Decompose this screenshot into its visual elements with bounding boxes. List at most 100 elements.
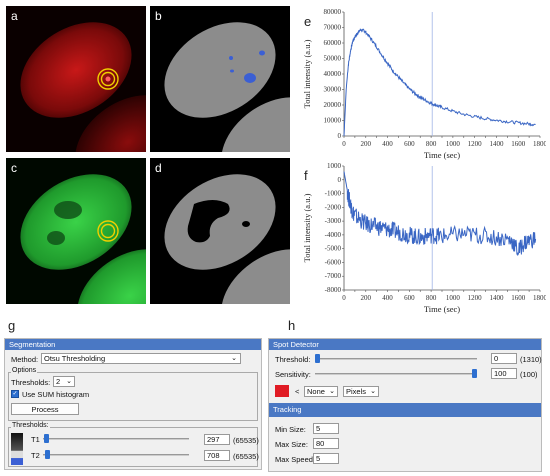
- max-size-label: Max Size:: [275, 440, 308, 449]
- x-tick-label: 400: [382, 140, 393, 148]
- method-dropdown[interactable]: Otsu Thresholding ⌄: [41, 353, 241, 364]
- thresholds-count-select[interactable]: 2 ⌄: [53, 376, 75, 387]
- red-nucleus-1: [20, 22, 132, 118]
- panel-label-f: f: [304, 168, 308, 183]
- x-tick-label: 1600: [511, 294, 526, 302]
- method-dropdown-value: Otsu Thresholding: [44, 354, 106, 363]
- filter-none-select[interactable]: None ⌄: [304, 386, 338, 397]
- chevron-down-icon: ⌄: [231, 355, 237, 362]
- y-tick-label: 20000: [324, 101, 342, 109]
- x-tick-label: 600: [404, 294, 415, 302]
- y-tick-label: 0: [338, 176, 342, 184]
- max-speed-field[interactable]: 5: [313, 453, 339, 464]
- x-tick-label: 800: [426, 140, 437, 148]
- panel-a-red-channel: a: [6, 6, 146, 152]
- thresholds-group-label: Thresholds:: [11, 422, 50, 429]
- segmentation-panel: Segmentation Method: Otsu Thresholding ⌄…: [4, 338, 262, 470]
- sensitivity-value-field[interactable]: 100: [491, 368, 517, 379]
- x-tick-label: 200: [361, 140, 372, 148]
- sensitivity-max-label: (100): [520, 370, 538, 379]
- options-group: [8, 372, 258, 421]
- y-axis-label: Total intensity (a.u.): [302, 39, 312, 108]
- panel-d-segmentation-mask: d: [150, 158, 290, 304]
- series-line: [343, 171, 537, 257]
- sensitivity-label: Sensitivity:: [275, 370, 311, 379]
- sensitivity-slider-thumb[interactable]: [472, 369, 477, 378]
- mask-spot-3: [229, 56, 233, 60]
- chevron-down-icon: ⌄: [329, 388, 335, 395]
- t2-slider-track[interactable]: [43, 454, 189, 456]
- t1-label: T1: [31, 435, 40, 444]
- x-tick-label: 200: [361, 294, 372, 302]
- mask-spot-1: [244, 73, 256, 83]
- max-size-field[interactable]: 80: [313, 438, 339, 449]
- histogram-preview: [11, 433, 23, 465]
- t2-slider-thumb[interactable]: [44, 450, 50, 459]
- x-tick-label: 1000: [446, 140, 461, 148]
- sensitivity-slider-track[interactable]: [315, 373, 477, 375]
- panel-label-b: b: [155, 9, 162, 23]
- spot-detector-panel: Spot Detector Threshold: 0 (1310) Sensit…: [268, 338, 542, 472]
- ring-outer: [97, 68, 119, 90]
- y-tick-label: -2000: [325, 203, 342, 211]
- thresholds-count-label: Thresholds:: [11, 378, 51, 387]
- thresholds-group: [8, 427, 258, 467]
- t2-max-label: (65535): [233, 452, 259, 461]
- mask2-nucleus-1: [164, 174, 276, 270]
- panel-label-g: g: [8, 318, 16, 333]
- tracking-header: Tracking: [269, 403, 541, 417]
- units-select[interactable]: Pixels ⌄: [343, 386, 379, 397]
- segmentation-mask-image-2: [164, 174, 290, 304]
- use-sum-label: Use SUM histogram: [22, 390, 90, 399]
- min-size-label: Min Size:: [275, 425, 306, 434]
- x-tick-label: 1000: [446, 294, 461, 302]
- color-swatch-button[interactable]: [275, 385, 289, 397]
- red-nucleus-2: [75, 95, 146, 152]
- mask2-hole-small: [242, 221, 250, 227]
- green-nucleus-1: [20, 174, 132, 270]
- x-tick-label: 600: [404, 140, 415, 148]
- units-value: Pixels: [346, 387, 367, 396]
- t1-slider-thumb[interactable]: [43, 434, 49, 443]
- min-size-field[interactable]: 5: [313, 423, 339, 434]
- use-sum-checkbox[interactable]: ✓: [11, 390, 19, 398]
- x-tick-label: 1800: [533, 294, 546, 302]
- threshold-slider-thumb[interactable]: [315, 354, 320, 363]
- filter-none-value: None: [307, 387, 325, 396]
- y-tick-label: 30000: [324, 86, 342, 94]
- x-tick-label: 800: [426, 294, 437, 302]
- x-tick-label: 1200: [468, 294, 483, 302]
- green-nucleus-2: [77, 249, 146, 304]
- options-group-label: Options: [11, 367, 38, 374]
- t2-value-field[interactable]: 708: [204, 450, 230, 461]
- threshold-max-label: (1310): [520, 355, 542, 364]
- ring-inner-green: [100, 223, 116, 239]
- max-speed-label: Max Speed:: [275, 455, 316, 464]
- t1-max-label: (65535): [233, 436, 259, 445]
- t1-value-field[interactable]: 297: [204, 434, 230, 445]
- x-tick-label: 0: [342, 294, 346, 302]
- y-tick-label: -5000: [325, 245, 342, 253]
- t2-label: T2: [31, 451, 40, 460]
- threshold-label: Threshold:: [275, 355, 311, 364]
- y-axis-label: Total intensity (a.u.): [302, 193, 312, 262]
- x-axis-label: Time (sec): [424, 150, 460, 160]
- y-tick-label: -3000: [325, 217, 342, 225]
- green-dark-region-1: [54, 201, 82, 219]
- red-channel-image: [20, 22, 146, 152]
- red-spot: [105, 76, 111, 82]
- threshold-value-field[interactable]: 0: [491, 353, 517, 364]
- mask-spot-2: [259, 50, 265, 56]
- y-tick-label: 60000: [324, 39, 342, 47]
- y-tick-label: 80000: [324, 8, 342, 16]
- thresholds-count-value: 2: [56, 377, 61, 386]
- process-button[interactable]: Process: [11, 403, 79, 415]
- t1-slider-track[interactable]: [43, 438, 189, 440]
- green-channel-image: [20, 174, 146, 304]
- panel-label-a: a: [11, 9, 18, 23]
- panel-label-c: c: [11, 161, 17, 175]
- threshold-slider-track[interactable]: [315, 358, 477, 360]
- chart-e-total-intensity: 0100002000030000400005000060000700008000…: [302, 8, 546, 160]
- y-tick-label: 1000: [327, 162, 342, 170]
- x-axis-label: Time (sec): [424, 304, 460, 314]
